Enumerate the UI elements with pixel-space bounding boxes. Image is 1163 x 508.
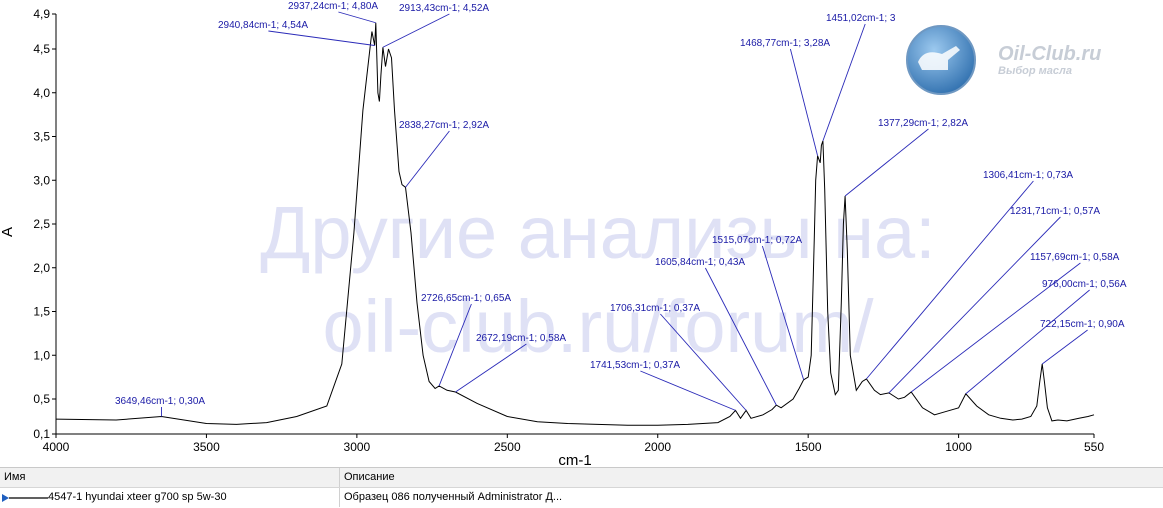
annotation-leader <box>405 130 450 188</box>
annotation-label: 722,15cm-1; 0,90A <box>1040 319 1125 330</box>
legend-table: Имя Описание 4547-1 hyundai xteer g700 s… <box>0 467 1163 508</box>
x-tick-label: 550 <box>1084 440 1104 454</box>
annotation-label: 1741,53cm-1; 0,37A <box>590 360 680 371</box>
legend-row[interactable]: 4547-1 hyundai xteer g700 sp 5w-30 Образ… <box>0 488 1163 507</box>
x-tick-label: 1500 <box>795 440 822 454</box>
annotation-label: 1605,84cm-1; 0,43A <box>655 257 745 268</box>
brand-logo: Oil-Club.ru Выбор масла <box>906 25 1101 95</box>
annotation-leader <box>789 48 819 156</box>
row-pointer-icon <box>2 494 9 502</box>
series-marker <box>2 494 48 502</box>
legend-header-description[interactable]: Описание <box>344 471 395 483</box>
annotation-leader <box>844 128 929 197</box>
annotation-leader <box>1041 329 1088 365</box>
annotation-label: 3649,46cm-1; 0,30A <box>115 396 205 407</box>
y-axis-title: A <box>0 227 16 237</box>
annotation-leader <box>888 216 1061 394</box>
x-tick-label: 1000 <box>945 440 972 454</box>
y-axis-ticks: 4,9 4,5 4,0 3,5 3,0 2,5 2,0 1,5 1,0 0,5 0,1 <box>33 7 56 441</box>
annotation-leader <box>438 303 472 387</box>
x-tick-label: 3500 <box>193 440 220 454</box>
y-tick-label: 4,9 <box>33 7 50 21</box>
annotation-label: 1306,41cm-1; 0,73A <box>983 170 1073 181</box>
annotation-leader <box>268 30 375 46</box>
y-tick-label: 0,1 <box>33 427 50 441</box>
legend-series-name: 4547-1 hyundai xteer g700 sp 5w-30 <box>48 491 227 503</box>
annotation-label: 2726,65cm-1; 0,65A <box>421 293 511 304</box>
y-tick-label: 0,5 <box>33 392 50 406</box>
watermark-line-1: Другие анализы на: <box>260 191 935 274</box>
peak-annotations: 3649,46cm-1; 0,30A 2940,84cm-1; 4,54A 2937… <box>115 1 1127 417</box>
annotation-label: 2937,24cm-1; 4,80A <box>288 1 378 12</box>
annotation-leader <box>866 180 1034 380</box>
legend-series-description: Образец 086 полученный Administrator Д..… <box>344 491 563 503</box>
annotation-leader <box>338 11 376 24</box>
annotation-label: 1706,31cm-1; 0,37A <box>610 303 700 314</box>
annotation-leader <box>965 289 1090 395</box>
x-axis-title: cm-1 <box>558 452 591 467</box>
brand-tagline: Выбор масла <box>998 65 1072 77</box>
y-tick-label: 3,5 <box>33 130 50 144</box>
annotation-label: 976,00cm-1; 0,56A <box>1042 279 1127 290</box>
y-tick-label: 2,5 <box>33 217 50 231</box>
spectrum-line <box>55 22 1095 426</box>
x-tick-label: 3000 <box>344 440 371 454</box>
annotation-label: 1515,07cm-1; 0,72A <box>712 235 802 246</box>
x-tick-label: 2500 <box>494 440 521 454</box>
x-axis-ticks: 4000 3500 3000 2500 2000 1500 1000 550 <box>43 434 1104 454</box>
column-divider <box>339 488 340 507</box>
annotation-label: 1157,69cm-1; 0,58A <box>1030 252 1120 263</box>
annotation-leader <box>455 343 527 393</box>
annotation-label: 1377,29cm-1; 2,82A <box>878 118 968 129</box>
legend-header-name[interactable]: Имя <box>4 471 26 483</box>
annotation-leader <box>660 313 747 411</box>
annotation-leader <box>382 13 450 48</box>
annotation-leader <box>822 23 866 142</box>
y-tick-label: 4,0 <box>33 86 50 100</box>
annotation-label: 1231,71cm-1; 0,57A <box>1010 206 1100 217</box>
annotation-label: 1451,02cm-1; 3 <box>826 13 896 24</box>
annotation-leader <box>705 267 777 406</box>
y-tick-label: 3,0 <box>33 173 50 187</box>
y-tick-label: 1,5 <box>33 305 50 319</box>
annotation-label: 2672,19cm-1; 0,58A <box>476 333 566 344</box>
y-tick-label: 4,5 <box>33 42 50 56</box>
x-tick-label: 4000 <box>43 440 70 454</box>
annotation-label: 2940,84cm-1; 4,54A <box>218 20 308 31</box>
column-divider[interactable] <box>339 468 340 487</box>
oil-can-icon <box>918 46 960 70</box>
y-tick-label: 1,0 <box>33 348 50 362</box>
annotation-label: 1468,77cm-1; 3,28A <box>740 38 830 49</box>
spectrum-chart: Другие анализы на: oil-club.ru/forum/ Oi… <box>0 1 1127 467</box>
x-tick-label: 2000 <box>644 440 671 454</box>
annotation-leader <box>910 262 1081 393</box>
annotation-leader <box>761 245 805 380</box>
annotation-label: 2838,27cm-1; 2,92A <box>399 120 489 131</box>
annotation-leader <box>640 370 736 411</box>
annotation-label: 2913,43cm-1; 4,52A <box>399 3 489 14</box>
watermark-line-2: oil-club.ru/forum/ <box>322 285 874 368</box>
brand-name: Oil-Club.ru <box>998 43 1101 65</box>
legend-header-row: Имя Описание <box>0 468 1163 488</box>
y-tick-label: 2,0 <box>33 261 50 275</box>
